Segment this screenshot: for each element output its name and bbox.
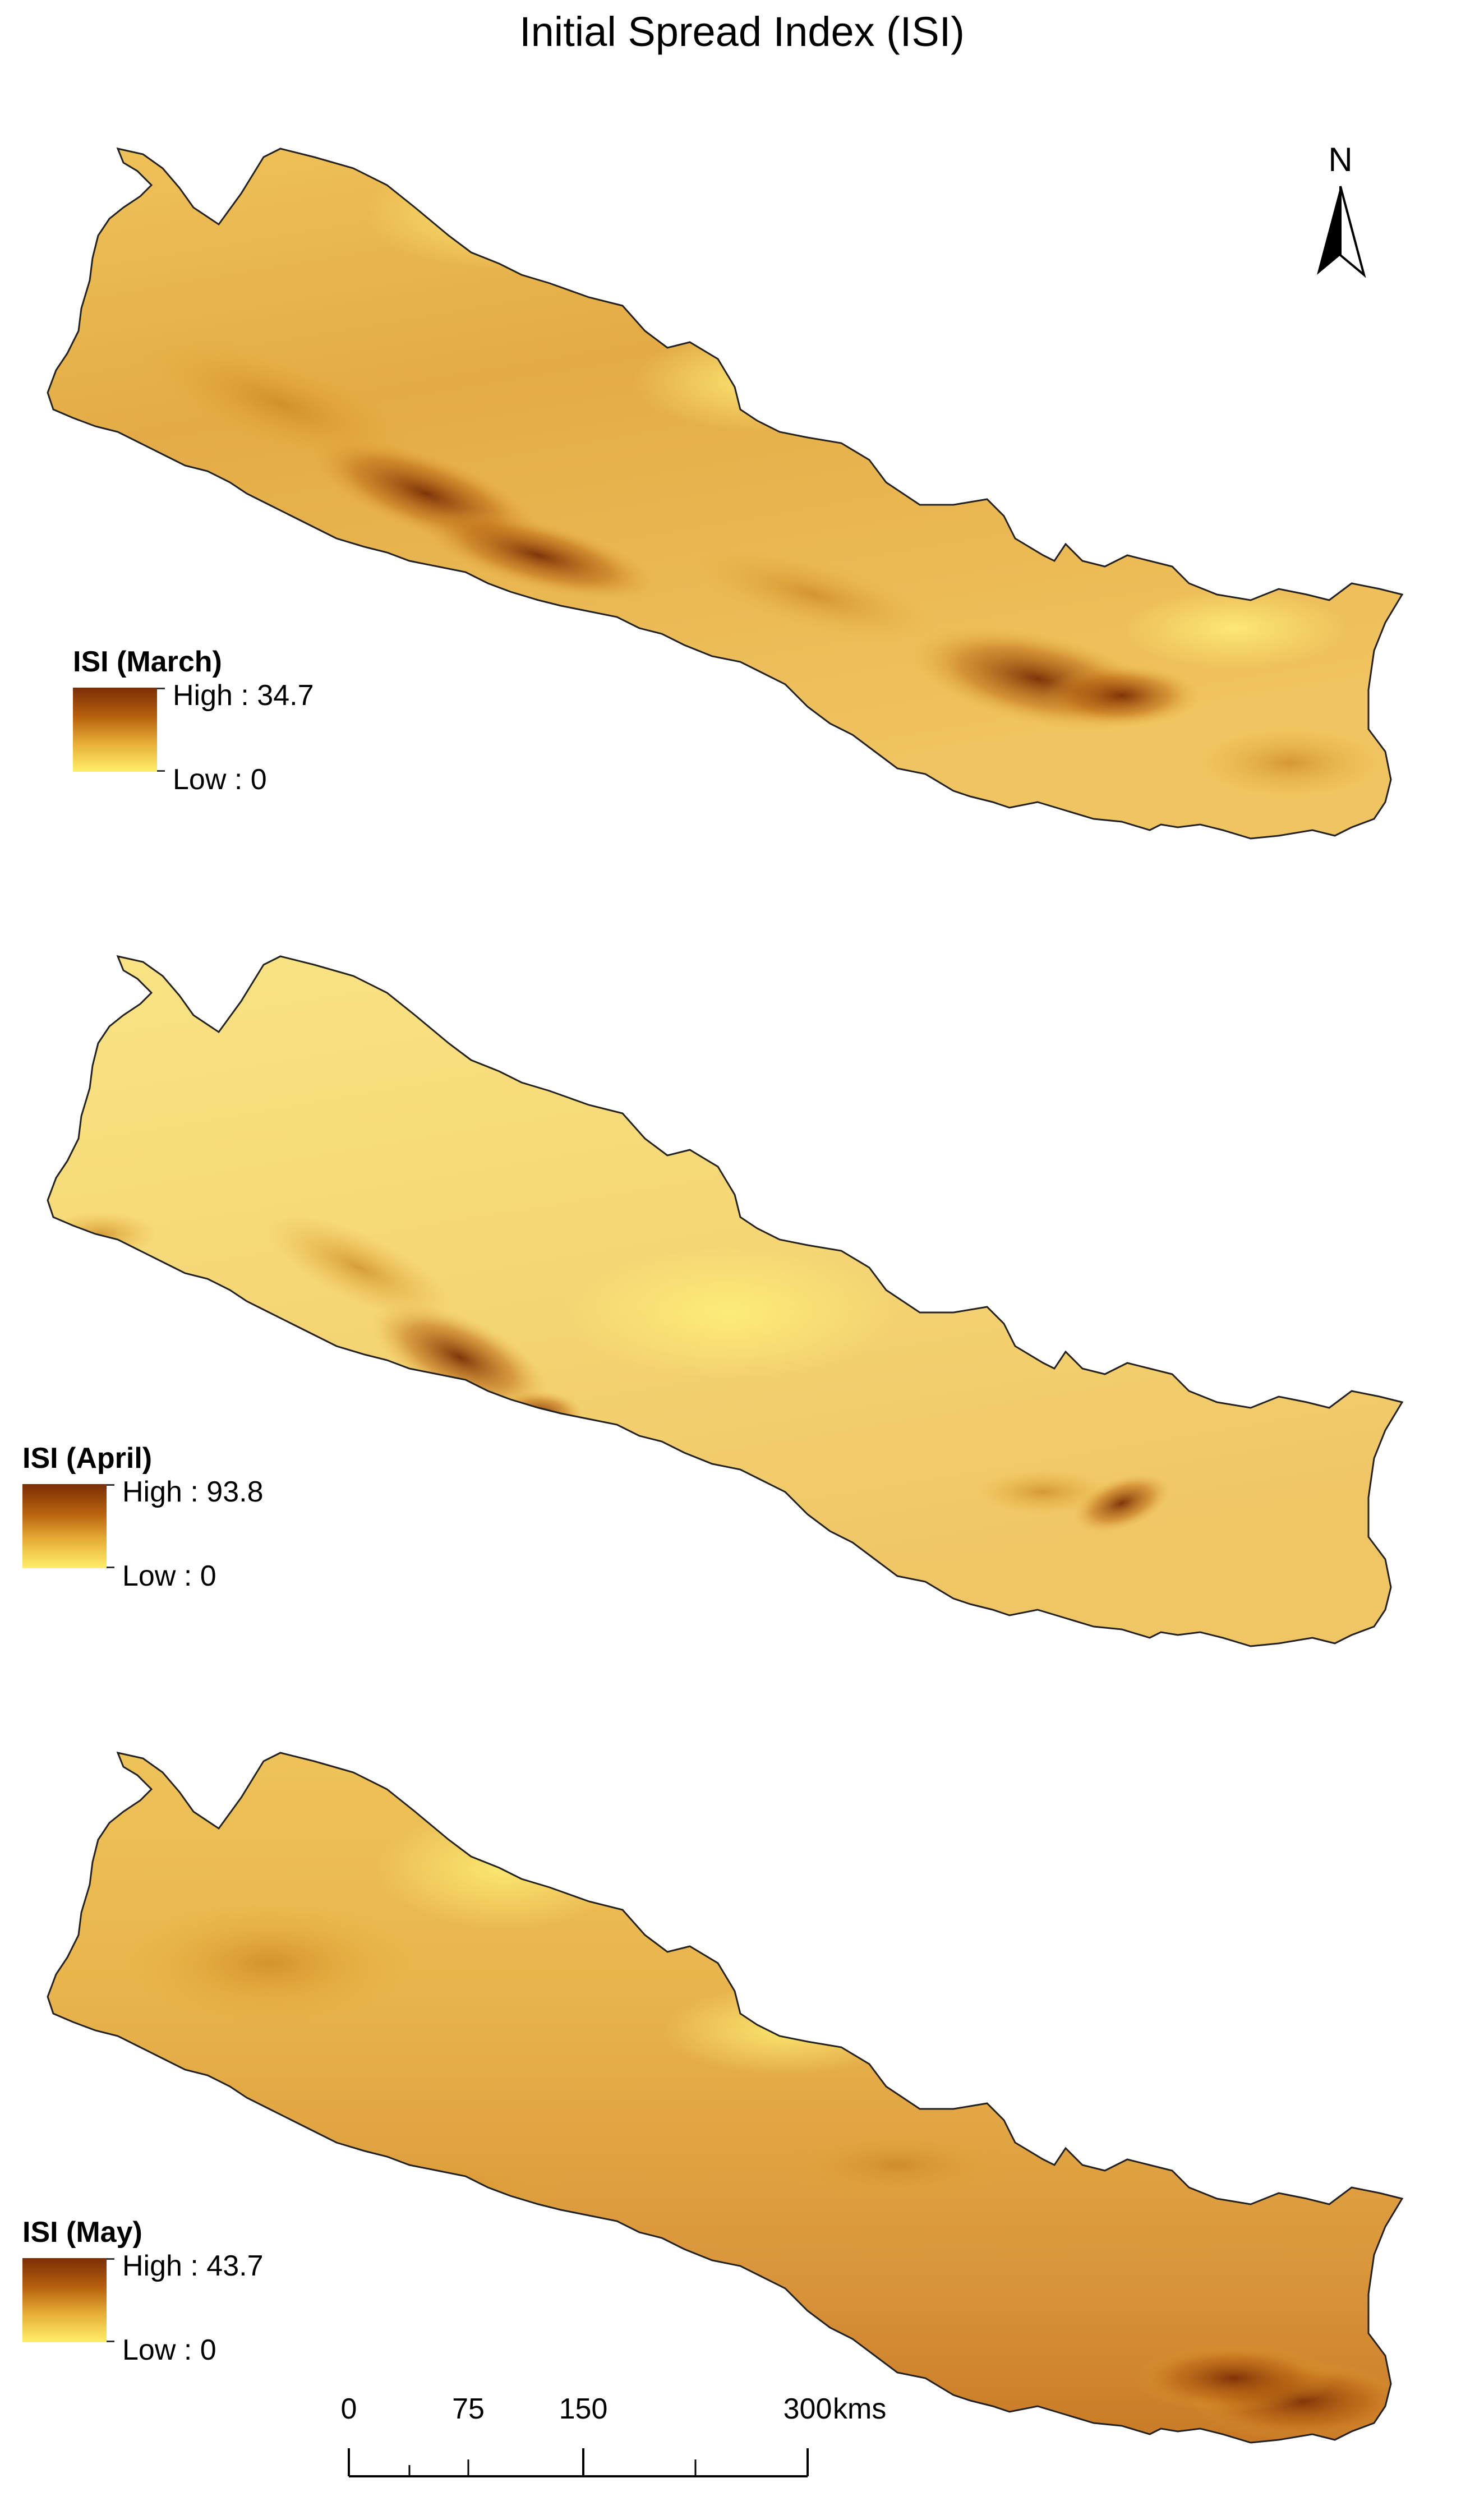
scale-unit: kms	[833, 2393, 887, 2425]
north-label: N	[1328, 141, 1353, 178]
legend-tick-low	[107, 1567, 114, 1568]
north-arrow: N	[1307, 140, 1374, 286]
legend-high-label: High : 43.7	[122, 2250, 264, 2282]
legend-high-label: High : 34.7	[173, 679, 314, 712]
scale-label-150: 150	[559, 2393, 608, 2425]
map-may-raster	[47, 1752, 1403, 2444]
legend-title: ISI (March)	[73, 646, 222, 678]
scale-bar-graphic	[348, 2448, 809, 2477]
page-title: Initial Spread Index (ISI)	[519, 8, 965, 55]
legend-tick-high	[107, 2258, 114, 2260]
legend-low-label: Low : 0	[173, 763, 267, 796]
legend-title: ISI (May)	[22, 2216, 142, 2249]
legend-title: ISI (April)	[22, 1442, 153, 1475]
scale-label-0: 0	[340, 2393, 357, 2425]
legend-tick-high	[157, 688, 165, 689]
map-march: ISI (March) High : 34.7 Low : 0	[0, 0, 1484, 841]
scale-label-300: 300	[783, 2393, 832, 2425]
north-arrow-icon	[1317, 186, 1366, 278]
legend-tick-low	[107, 2341, 114, 2342]
scale-label-75: 75	[452, 2393, 485, 2425]
map-april-raster	[47, 955, 1403, 1647]
legend-low-label: Low : 0	[122, 1560, 216, 1592]
legend-color-ramp	[22, 2258, 107, 2342]
map-may: ISI (May) High : 43.7 Low : 0	[0, 1604, 1484, 2445]
legend-tick-low	[157, 770, 165, 772]
legend-color-ramp	[73, 688, 157, 772]
legend-high-label: High : 93.8	[122, 1476, 264, 1508]
legend-color-ramp	[22, 1484, 107, 1568]
scale-bar: 0 75 150 300 kms	[331, 2392, 886, 2504]
map-march-raster	[47, 148, 1403, 840]
map-april: ISI (April) High : 93.8 Low : 0	[0, 808, 1484, 1649]
legend-tick-high	[107, 1484, 114, 1486]
legend-low-label: Low : 0	[122, 2334, 216, 2366]
